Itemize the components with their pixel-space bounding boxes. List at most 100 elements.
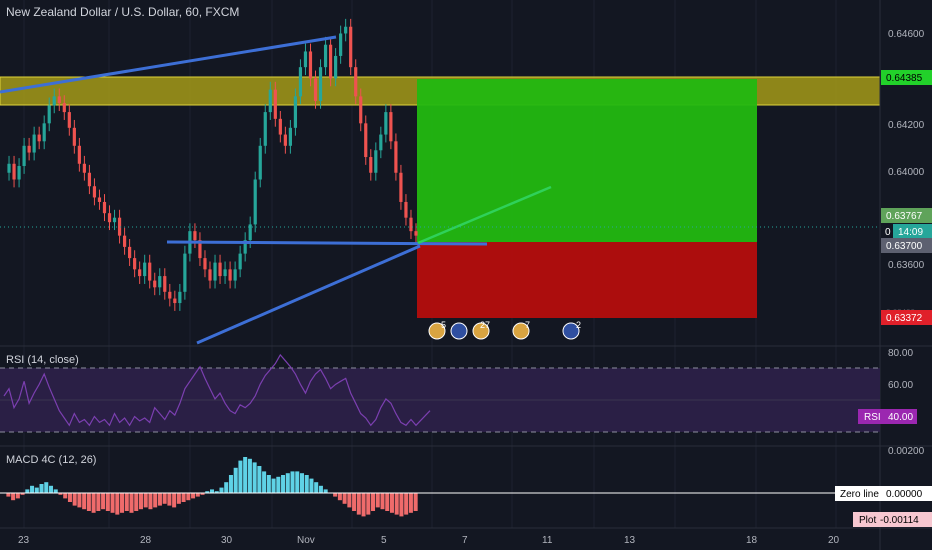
candle-body bbox=[278, 118, 282, 135]
event-flag-icon[interactable] bbox=[428, 322, 446, 340]
candle-body bbox=[384, 112, 388, 135]
macd-bar bbox=[91, 493, 96, 513]
macd-bar bbox=[115, 493, 120, 515]
candle-body bbox=[117, 217, 122, 236]
x-tick: 18 bbox=[746, 535, 758, 546]
macd-bar bbox=[247, 458, 252, 493]
macd-bar bbox=[82, 493, 87, 510]
macd-bar bbox=[219, 487, 224, 493]
macd-bar bbox=[233, 467, 238, 493]
rsi-value-bg bbox=[858, 409, 917, 424]
macd-bar bbox=[48, 485, 54, 493]
macd-bar bbox=[266, 475, 271, 493]
upper-trendline[interactable] bbox=[0, 35, 337, 94]
stop-label: 0.63372 bbox=[886, 313, 923, 324]
candle-body bbox=[394, 141, 398, 173]
candle-body bbox=[238, 253, 242, 270]
x-tick: 23 bbox=[18, 535, 30, 546]
position-target-zone[interactable] bbox=[417, 79, 757, 242]
rsi-axis[interactable]: 80.00 60.00 RSI 40.00 bbox=[858, 348, 917, 424]
candle-body bbox=[7, 163, 11, 173]
event-flag-icon[interactable] bbox=[472, 322, 490, 340]
macd-bar bbox=[342, 493, 347, 504]
macd-bar bbox=[205, 491, 210, 493]
macd-bar bbox=[252, 462, 257, 493]
candle-body bbox=[313, 78, 318, 101]
macd-bar bbox=[385, 493, 390, 511]
horizontal-support-line[interactable] bbox=[166, 240, 488, 246]
macd-bar bbox=[44, 482, 49, 493]
candle-body bbox=[57, 96, 61, 104]
zone-top-label: 0.64385 bbox=[886, 73, 923, 84]
candle-body bbox=[288, 127, 292, 146]
candle-body bbox=[133, 258, 137, 270]
macd-bar bbox=[285, 473, 290, 493]
macd-bar bbox=[167, 493, 172, 506]
macd-title: MACD 4C (12, 26) bbox=[6, 454, 96, 466]
zero-line-label-bg bbox=[835, 486, 932, 501]
candle-body bbox=[344, 26, 348, 34]
current-price-label: 0.63700 bbox=[886, 241, 923, 252]
candle-body bbox=[364, 123, 368, 158]
macd-bar bbox=[295, 471, 300, 493]
macd-axis[interactable]: 0.00200 Zero line 0.00000 Plot -0.00114 bbox=[835, 446, 932, 527]
candle-body bbox=[273, 89, 277, 119]
macd-bar bbox=[375, 493, 380, 508]
candle-body bbox=[369, 157, 373, 173]
macd-bar bbox=[318, 485, 323, 493]
price-tick: 0.63600 bbox=[888, 260, 925, 271]
candle-body bbox=[414, 231, 418, 236]
candle-body bbox=[218, 262, 222, 277]
ascending-trendline[interactable] bbox=[196, 244, 421, 345]
macd-bar bbox=[314, 482, 319, 493]
macd-bar bbox=[200, 493, 205, 495]
macd-bar bbox=[243, 457, 248, 493]
plot-value: -0.00114 bbox=[880, 515, 919, 526]
rsi-tick: 60.00 bbox=[888, 380, 913, 391]
price-axis[interactable]: 0.64600 0.64200 0.64000 0.63600 0.64385 … bbox=[881, 29, 932, 325]
price-series-line bbox=[7, 18, 418, 311]
macd-bar bbox=[129, 493, 134, 513]
macd-bar bbox=[72, 493, 77, 506]
price-tick: 0.64000 bbox=[888, 167, 925, 178]
candle-body bbox=[349, 26, 353, 68]
candle-body bbox=[178, 291, 182, 304]
event-flag-icon[interactable] bbox=[450, 322, 468, 340]
candle-body bbox=[67, 112, 71, 128]
candle-body bbox=[404, 201, 408, 218]
macd-bar bbox=[276, 476, 281, 493]
macd-bar bbox=[323, 489, 328, 493]
macd-bar bbox=[394, 493, 399, 515]
macd-bar bbox=[20, 493, 25, 495]
event-flag-icon[interactable] bbox=[512, 322, 530, 340]
macd-bar bbox=[34, 487, 39, 493]
candle-body bbox=[208, 269, 212, 281]
plot-label: Plot bbox=[859, 515, 876, 526]
candle-body bbox=[148, 262, 152, 281]
projection-line[interactable] bbox=[417, 185, 552, 245]
macd-bar bbox=[186, 493, 191, 501]
stop-label-bg bbox=[881, 310, 932, 325]
macd-bar bbox=[172, 493, 177, 508]
event-badge-count: 2 bbox=[576, 320, 581, 330]
macd-bar bbox=[101, 493, 106, 510]
macd-bar bbox=[347, 493, 352, 508]
candle-body bbox=[47, 105, 51, 124]
event-badges[interactable]: 5 27 7 2 bbox=[428, 320, 581, 340]
candle-body bbox=[389, 112, 393, 142]
x-axis[interactable]: 23 28 30 Nov 5 7 11 13 18 20 bbox=[18, 535, 840, 546]
price-tick: 0.64600 bbox=[888, 29, 925, 40]
macd-bar bbox=[361, 493, 366, 517]
macd-bar bbox=[366, 493, 371, 515]
macd-tick: 0.00200 bbox=[888, 446, 925, 457]
candle-body bbox=[72, 127, 76, 146]
candle-body bbox=[193, 231, 197, 241]
macd-bar bbox=[53, 489, 58, 493]
candle-body bbox=[87, 172, 92, 187]
position-stop-zone[interactable] bbox=[417, 242, 757, 318]
macd-bar bbox=[110, 493, 115, 513]
event-flag-icon[interactable] bbox=[562, 322, 580, 340]
zero-line-label: Zero line bbox=[840, 489, 879, 500]
macd-bar bbox=[157, 493, 162, 506]
